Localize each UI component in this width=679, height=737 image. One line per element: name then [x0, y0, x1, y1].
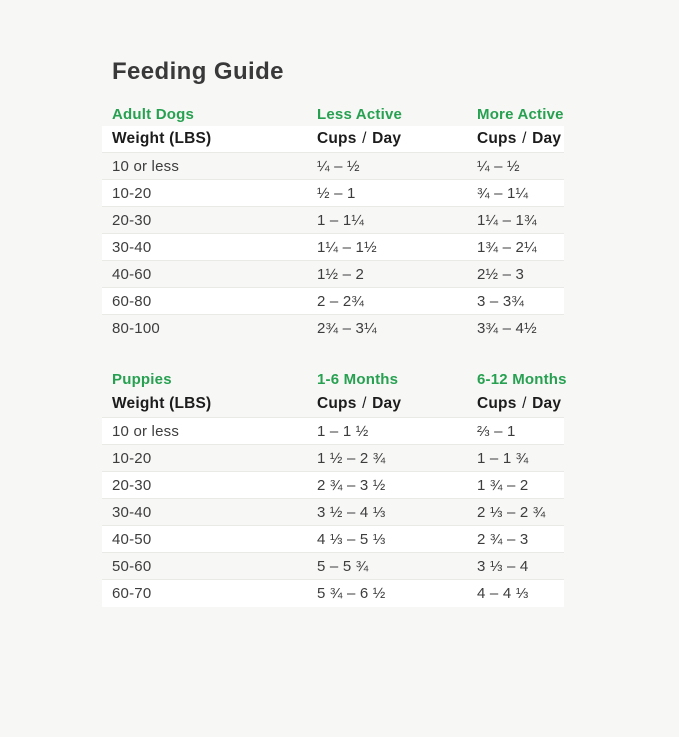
table-row: 30-40 3 ½ – 4 ⅓ 2 ⅓ – 2 ¾ — [102, 499, 564, 526]
more-active-cell: 2½ – 3 — [477, 265, 525, 283]
section-label-puppies: Puppies — [112, 370, 172, 388]
table-row: 80-100 2¾ – 3¼ 3¾ – 4½ — [102, 315, 564, 342]
months-6-12-cell: 3 ⅓ – 4 — [477, 557, 529, 575]
months-1-6-cell: 4 ⅓ – 5 ⅓ — [317, 530, 386, 548]
more-active-cell: 3¾ – 4½ — [477, 319, 537, 337]
weight-cell: 10-20 — [112, 184, 152, 202]
more-active-cell: ¼ – ½ — [477, 157, 520, 175]
table-row: 40-50 4 ⅓ – 5 ⅓ 2 ¾ – 3 — [102, 526, 564, 553]
section-label-adult-dogs: Adult Dogs — [112, 105, 194, 123]
less-active-cell: ½ – 1 — [317, 184, 356, 202]
table-row: 60-70 5 ¾ – 6 ½ 4 – 4 ⅓ — [102, 580, 564, 607]
weight-cell: 40-50 — [112, 530, 152, 548]
table-row: 10 or less ¼ – ½ ¼ – ½ — [102, 153, 564, 180]
weight-cell: 10 or less — [112, 157, 180, 175]
puppies-section-header: Puppies 1-6 Months 6-12 Months — [102, 367, 567, 391]
less-active-cell: 2 – 2¾ — [317, 292, 365, 310]
weight-cell: 10 or less — [112, 422, 180, 440]
weight-cell: 30-40 — [112, 238, 152, 256]
less-active-cell: 2¾ – 3¼ — [317, 319, 377, 337]
table-row: 10-20 1 ½ – 2 ¾ 1 – 1 ¾ — [102, 445, 564, 472]
less-active-cell: 1½ – 2 — [317, 265, 365, 283]
weight-cell: 20-30 — [112, 211, 152, 229]
weight-cell: 20-30 — [112, 476, 152, 494]
table-row: 20-30 2 ¾ – 3 ½ 1 ¾ – 2 — [102, 472, 564, 499]
slash-glyph: / — [522, 130, 527, 147]
slash-glyph: / — [362, 395, 367, 412]
months-1-6-cell: 3 ½ – 4 ⅓ — [317, 503, 386, 521]
months-6-12-cell: 1 ¾ – 2 — [477, 476, 529, 494]
more-active-cell: 3 – 3¾ — [477, 292, 525, 310]
adult-dogs-table: Adult Dogs Less Active More Active Weigh… — [102, 102, 564, 342]
table-row: 10-20 ½ – 1 ¾ – 1¼ — [102, 180, 564, 207]
slash-glyph: / — [362, 130, 367, 147]
table-row: 20-30 1 – 1¼ 1¼ – 1¾ — [102, 207, 564, 234]
adult-section-header: Adult Dogs Less Active More Active — [102, 102, 564, 126]
table-row: 30-40 1¼ – 1½ 1¾ – 2¼ — [102, 234, 564, 261]
puppies-table: Puppies 1-6 Months 6-12 Months Weight (L… — [102, 367, 567, 607]
months-6-12-cell: 1 – 1 ¾ — [477, 449, 529, 467]
less-active-cell: 1 – 1¼ — [317, 211, 365, 229]
puppies-header-row: Weight (LBS) Cups / Day Cups / Day — [102, 391, 564, 418]
column-label-less-active: Less Active — [317, 105, 403, 123]
weight-cell: 60-80 — [112, 292, 152, 310]
weight-cell: 10-20 — [112, 449, 152, 467]
table-row: 10 or less 1 – 1 ½ ⅔ – 1 — [102, 418, 564, 445]
weight-header: Weight (LBS) — [112, 395, 212, 412]
cups-per-day-header: Cups / Day — [477, 130, 562, 147]
months-1-6-cell: 5 – 5 ¾ — [317, 557, 369, 575]
more-active-cell: ¾ – 1¼ — [477, 184, 529, 202]
table-row: 50-60 5 – 5 ¾ 3 ⅓ – 4 — [102, 553, 564, 580]
months-1-6-cell: 2 ¾ – 3 ½ — [317, 476, 386, 494]
weight-cell: 60-70 — [112, 584, 152, 602]
cups-per-day-header: Cups / Day — [317, 395, 402, 412]
more-active-cell: 1¾ – 2¼ — [477, 238, 537, 256]
page-title: Feeding Guide — [112, 58, 284, 85]
months-6-12-cell: ⅔ – 1 — [477, 422, 516, 440]
weight-header: Weight (LBS) — [112, 130, 212, 147]
slash-glyph: / — [522, 395, 527, 412]
months-6-12-cell: 2 ¾ – 3 — [477, 530, 529, 548]
months-1-6-cell: 5 ¾ – 6 ½ — [317, 584, 386, 602]
table-row: 60-80 2 – 2¾ 3 – 3¾ — [102, 288, 564, 315]
column-label-6-12-months: 6-12 Months — [477, 370, 567, 388]
more-active-cell: 1¼ – 1¾ — [477, 211, 537, 229]
months-6-12-cell: 2 ⅓ – 2 ¾ — [477, 503, 546, 521]
adult-header-row: Weight (LBS) Cups / Day Cups / Day — [102, 126, 564, 153]
cups-per-day-header: Cups / Day — [477, 395, 562, 412]
column-label-1-6-months: 1-6 Months — [317, 370, 399, 388]
less-active-cell: 1¼ – 1½ — [317, 238, 377, 256]
months-6-12-cell: 4 – 4 ⅓ — [477, 584, 529, 602]
weight-cell: 80-100 — [112, 319, 160, 337]
less-active-cell: ¼ – ½ — [317, 157, 360, 175]
weight-cell: 40-60 — [112, 265, 152, 283]
weight-cell: 30-40 — [112, 503, 152, 521]
weight-cell: 50-60 — [112, 557, 152, 575]
column-label-more-active: More Active — [477, 105, 564, 123]
months-1-6-cell: 1 – 1 ½ — [317, 422, 369, 440]
months-1-6-cell: 1 ½ – 2 ¾ — [317, 449, 386, 467]
cups-per-day-header: Cups / Day — [317, 130, 402, 147]
table-row: 40-60 1½ – 2 2½ – 3 — [102, 261, 564, 288]
